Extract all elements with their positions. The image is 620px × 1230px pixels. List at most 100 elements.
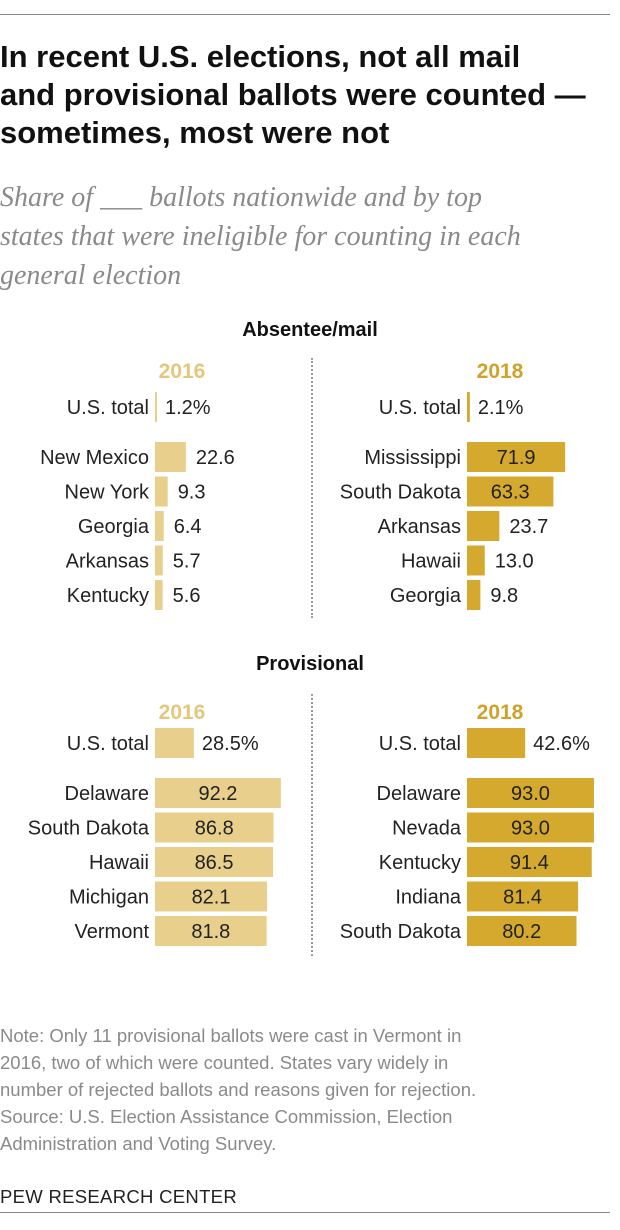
state-label: Mississippi: [364, 447, 461, 469]
title-line: In recent U.S. elections, not all mail: [0, 39, 521, 74]
note-and-source: Note: Only 11 provisional ballots were c…: [0, 1022, 600, 1157]
us-total-bar: [155, 728, 194, 758]
state-label: Indiana: [395, 887, 461, 909]
state-label: Georgia: [78, 516, 150, 538]
bar: [155, 881, 268, 912]
section-title-absentee: Absentee/mail: [242, 319, 378, 341]
bar-value-label: 86.8: [195, 818, 234, 840]
state-label: South Dakota: [340, 921, 462, 943]
bar-value-label: 81.4: [503, 887, 542, 909]
bar-value-label: 5.7: [173, 551, 201, 573]
us-total-label: U.S. total: [379, 733, 461, 755]
bar: [155, 442, 186, 472]
bar: [155, 778, 281, 808]
bar: [155, 476, 168, 507]
footer-credit: PEW RESEARCH CENTER: [0, 1186, 237, 1207]
bar: [467, 881, 579, 912]
us-total-label: U.S. total: [67, 397, 149, 419]
bar-value-label: 91.4: [510, 852, 549, 874]
bar-value-label: 63.3: [491, 482, 530, 504]
note-line: 2016, two of which were counted. States …: [0, 1052, 449, 1073]
bar: [467, 812, 594, 843]
state-label: Delaware: [65, 783, 149, 805]
state-label: Georgia: [390, 585, 462, 607]
bar-value-label: 23.7: [509, 516, 548, 538]
absentee-2018-panel: U.S. total 2.1% Mississippi 71.9 South Dakot…: [340, 392, 566, 610]
bar-value-label: 5.6: [173, 585, 201, 607]
chart-subtitle: Share of ___ ballots nationwide and by t…: [0, 178, 600, 295]
source-line: Administration and Voting Survey.: [0, 1133, 277, 1154]
subtitle-line: general election: [0, 260, 182, 291]
bar-value-label: 86.5: [195, 852, 234, 874]
us-total-value: 42.6%: [533, 733, 590, 755]
us-total-value: 1.2%: [165, 397, 211, 419]
bar-value-label: 92.2: [198, 783, 237, 805]
bar: [467, 511, 500, 541]
state-label: Delaware: [377, 783, 461, 805]
bar: [155, 545, 163, 576]
bar-value-label: 82.1: [192, 887, 231, 909]
state-label: South Dakota: [28, 818, 150, 840]
state-label: Michigan: [69, 887, 149, 909]
title-line: and provisional ballots were counted —: [0, 77, 586, 112]
state-label: Hawaii: [401, 551, 461, 573]
bar: [155, 847, 274, 877]
year-label-2018: 2018: [476, 701, 524, 724]
title-line: sometimes, most were not: [0, 115, 390, 150]
bar: [467, 580, 481, 610]
state-label: Hawaii: [89, 852, 149, 874]
bar-value-label: 13.0: [495, 551, 534, 573]
year-label-2016: 2016: [158, 701, 206, 724]
source-line: Source: U.S. Election Assistance Commiss…: [0, 1106, 453, 1127]
bar: [467, 916, 577, 946]
state-label: Kentucky: [379, 852, 461, 874]
panel-divider: [311, 358, 313, 618]
state-label: Arkansas: [66, 551, 149, 573]
bar-value-label: 71.9: [497, 447, 536, 469]
note-line: number of rejected ballots and reasons g…: [0, 1079, 477, 1100]
bar: [155, 812, 274, 843]
us-total-value: 28.5%: [202, 733, 259, 755]
state-label: Kentucky: [67, 585, 149, 607]
provisional-2016-panel: U.S. total 28.5% Delaware 92.2 South Dakota 8…: [28, 728, 281, 946]
state-label: South Dakota: [340, 482, 462, 504]
bar-value-label: 93.0: [511, 783, 550, 805]
us-total-bar: [467, 728, 526, 758]
note-line: Note: Only 11 provisional ballots were c…: [0, 1025, 462, 1046]
bar-value-label: 9.3: [178, 482, 206, 504]
chart-title: In recent U.S. elections, not all mail a…: [0, 38, 610, 152]
us-total-bar: [467, 392, 470, 422]
section-title-provisional: Provisional: [256, 653, 364, 675]
bar: [467, 778, 594, 808]
provisional-2018-panel: U.S. total 42.6% Delaware 93.0 Nevada 93.0 Ken…: [340, 728, 594, 946]
bar: [467, 476, 554, 507]
subtitle-line: Share of ___ ballots nationwide and by t…: [0, 182, 482, 213]
top-rule: [0, 14, 610, 15]
bar-value-label: 81.8: [191, 921, 230, 943]
bar: [155, 916, 267, 946]
bar: [467, 847, 592, 877]
bar-value-label: 9.8: [490, 585, 518, 607]
state-label: Nevada: [392, 818, 462, 840]
bottom-rule: [0, 1212, 610, 1213]
bar: [155, 511, 164, 541]
subtitle-line: states that were ineligible for counting…: [0, 221, 521, 252]
us-total-bar: [155, 392, 157, 422]
state-label: Arkansas: [378, 516, 461, 538]
absentee-2016-panel: U.S. total 1.2% New Mexico 22.6 New York 9.3 G…: [40, 392, 235, 610]
bar-value-label: 80.2: [502, 921, 541, 943]
us-total-label: U.S. total: [379, 397, 461, 419]
state-label: New York: [65, 482, 150, 504]
bar-value-label: 6.4: [174, 516, 202, 538]
bar: [467, 442, 566, 472]
year-label-2016: 2016: [158, 360, 206, 383]
state-label: Vermont: [75, 921, 150, 943]
state-label: New Mexico: [40, 447, 149, 469]
bar: [155, 580, 163, 610]
bar: [467, 545, 485, 576]
year-label-2018: 2018: [476, 360, 524, 383]
us-total-value: 2.1%: [478, 397, 524, 419]
panel-divider: [311, 694, 313, 956]
bar-value-label: 22.6: [196, 447, 235, 469]
us-total-label: U.S. total: [67, 733, 149, 755]
